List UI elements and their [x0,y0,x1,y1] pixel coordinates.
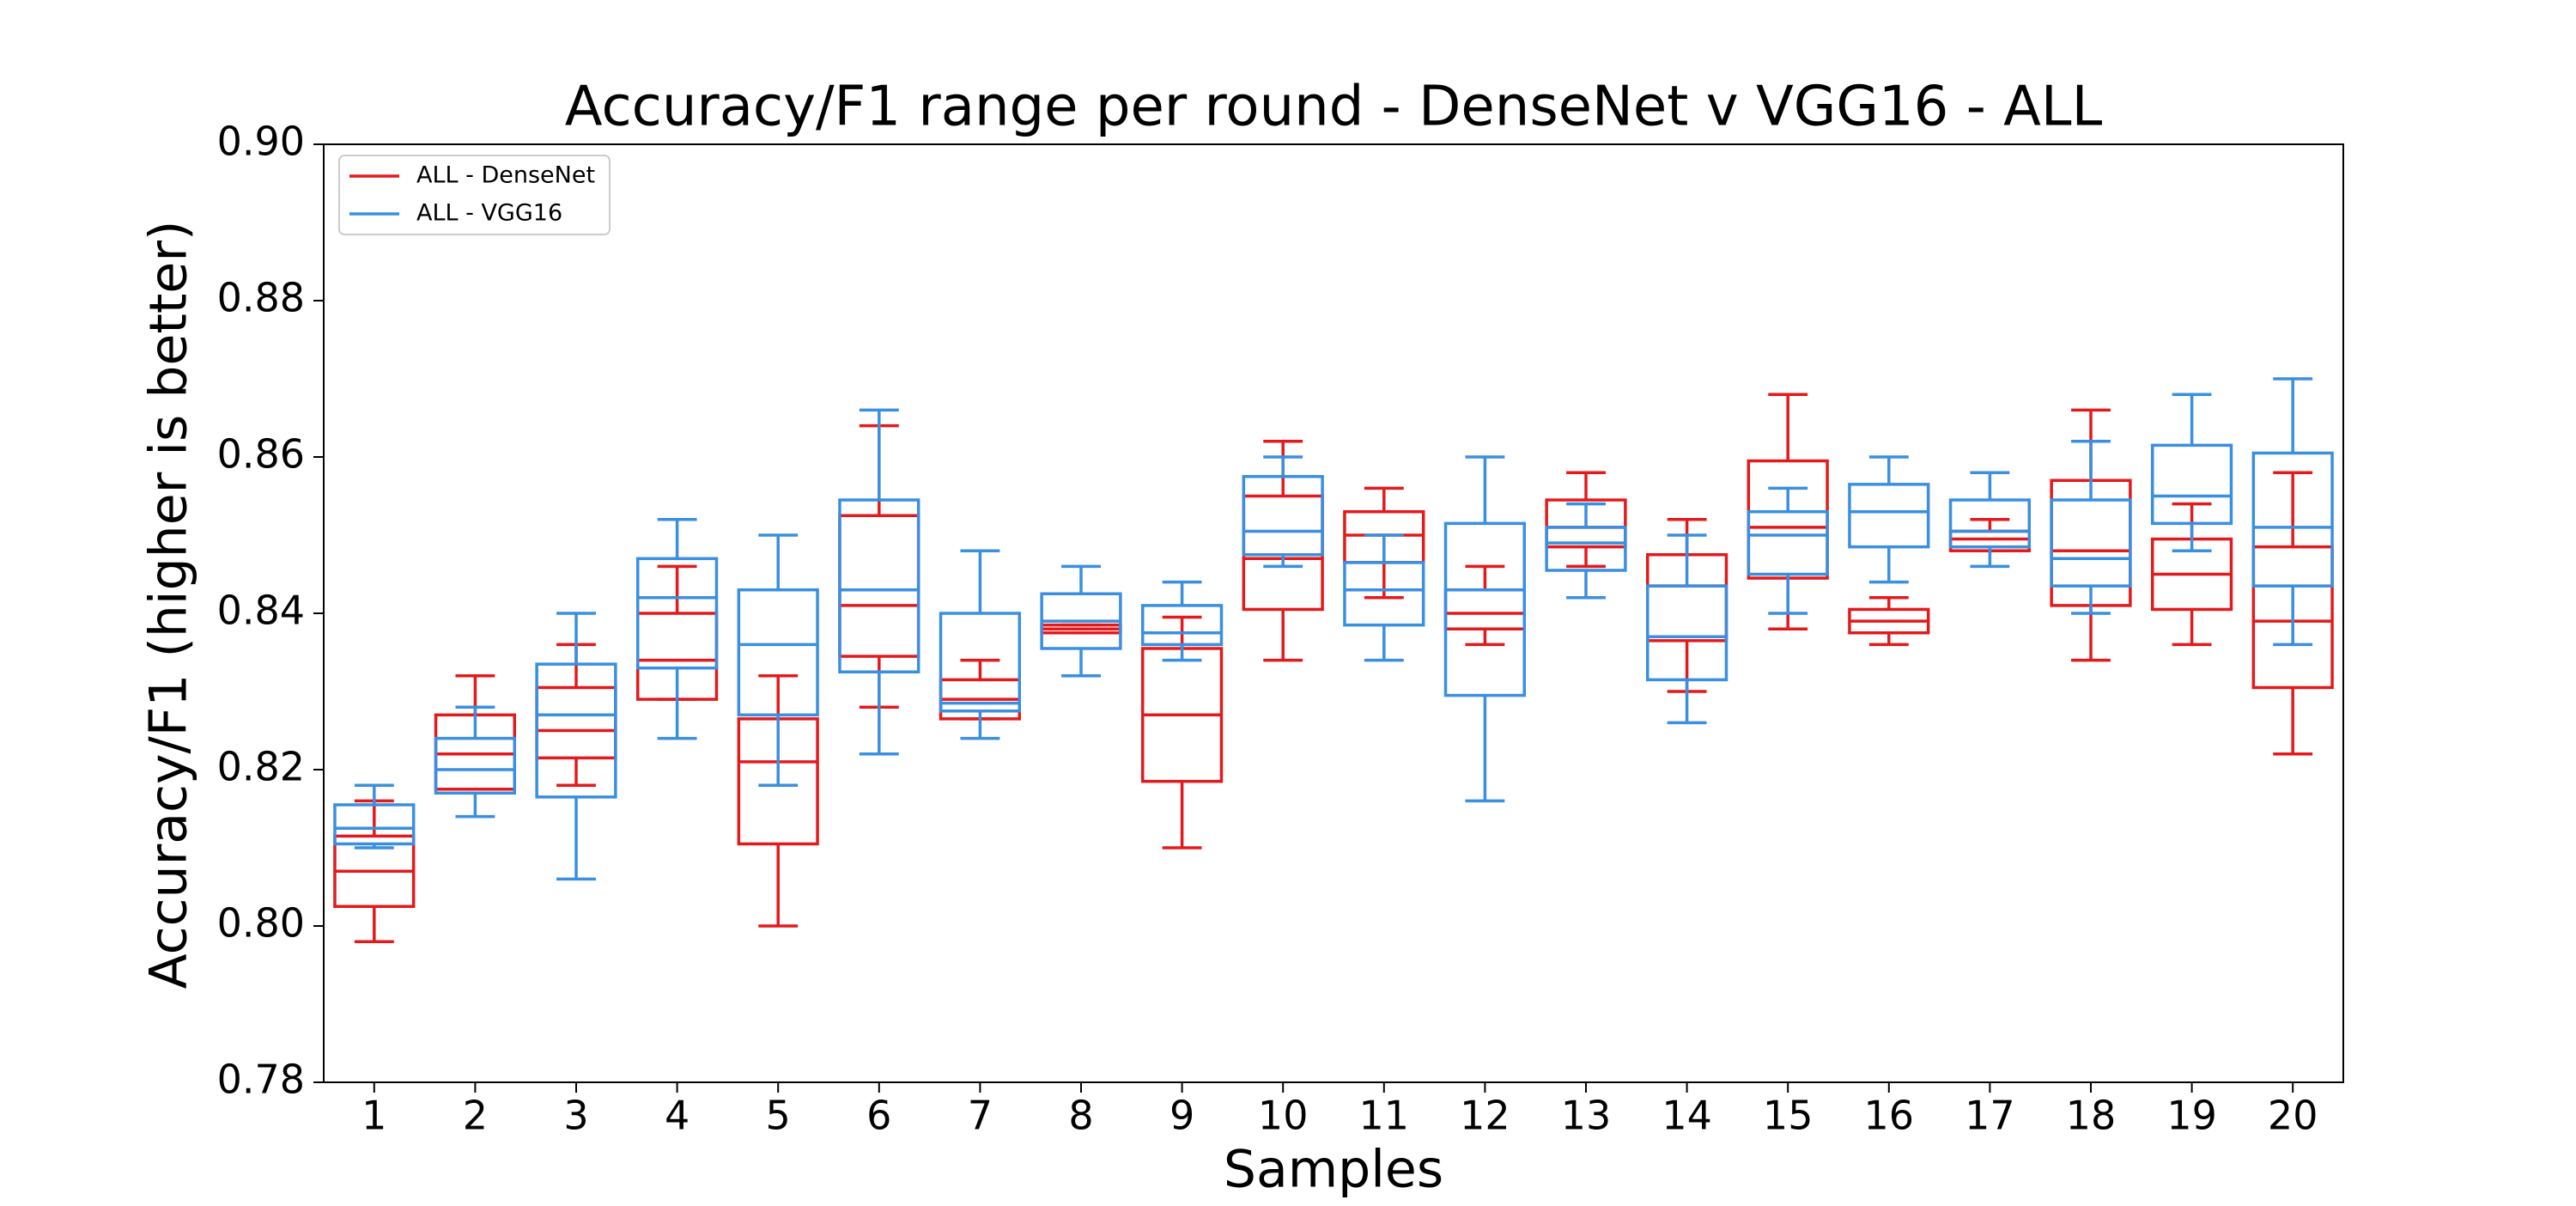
x-tick-label: 15 [1763,1093,1814,1139]
x-tick-label: 11 [1359,1093,1410,1139]
x-tick-label: 7 [968,1093,993,1139]
box [1242,494,1324,612]
x-tick-label: 19 [2166,1093,2217,1139]
box [434,736,517,795]
x-tick-label: 13 [1561,1093,1612,1139]
box [1545,498,1627,549]
x-tick-label: 4 [665,1093,690,1139]
box [2251,451,2334,588]
legend-label: ALL - DenseNet [416,162,595,189]
box [2251,545,2334,690]
box [1140,604,1224,647]
legend-box [338,155,611,235]
chart-title: Accuracy/F1 range per round - DenseNet v… [565,76,2103,139]
box [838,498,920,673]
box [333,803,416,846]
x-tick-label: 20 [2268,1093,2318,1139]
y-tick-label: 0.82 [217,744,305,790]
x-axis-label: Samples [1224,1140,1443,1200]
box [1242,475,1324,557]
y-tick-label: 0.80 [217,900,305,947]
legend-label: ALL - VGG16 [416,200,562,227]
plot-frame [323,143,2344,1083]
x-tick-label: 12 [1460,1093,1510,1139]
box [1343,561,1425,627]
x-tick-label: 18 [2066,1093,2117,1139]
x-tick-label: 6 [866,1093,891,1139]
x-tick-label: 10 [1258,1093,1309,1139]
box [737,588,819,717]
x-tick-label: 17 [1965,1093,2015,1139]
box [635,557,719,670]
y-tick-label: 0.78 [217,1057,305,1103]
box [838,514,920,658]
x-tick-label: 8 [1068,1093,1093,1139]
y-tick-label: 0.86 [217,431,305,478]
x-tick-label: 14 [1662,1093,1712,1139]
box [2150,443,2233,526]
y-axis-label: Accuracy/F1 (higher is better) [139,221,199,990]
box [1848,483,1930,549]
y-tick-label: 0.88 [217,275,305,321]
x-tick-label: 2 [463,1093,488,1139]
box [1645,584,1728,682]
y-tick-label: 0.90 [217,119,305,165]
box [1443,588,1527,630]
box [1747,459,1829,580]
box [1443,521,1527,697]
x-tick-label: 5 [766,1093,791,1139]
box [1545,526,1627,572]
box [535,662,617,799]
x-tick-label: 1 [361,1093,386,1139]
x-tick-label: 3 [563,1093,588,1139]
x-tick-label: 16 [1864,1093,1915,1139]
box [1948,498,2032,549]
box [939,612,1022,713]
box [2050,498,2132,588]
box [535,685,617,760]
y-tick-label: 0.84 [217,588,305,634]
x-tick-label: 9 [1170,1093,1194,1139]
box [1747,509,1829,576]
